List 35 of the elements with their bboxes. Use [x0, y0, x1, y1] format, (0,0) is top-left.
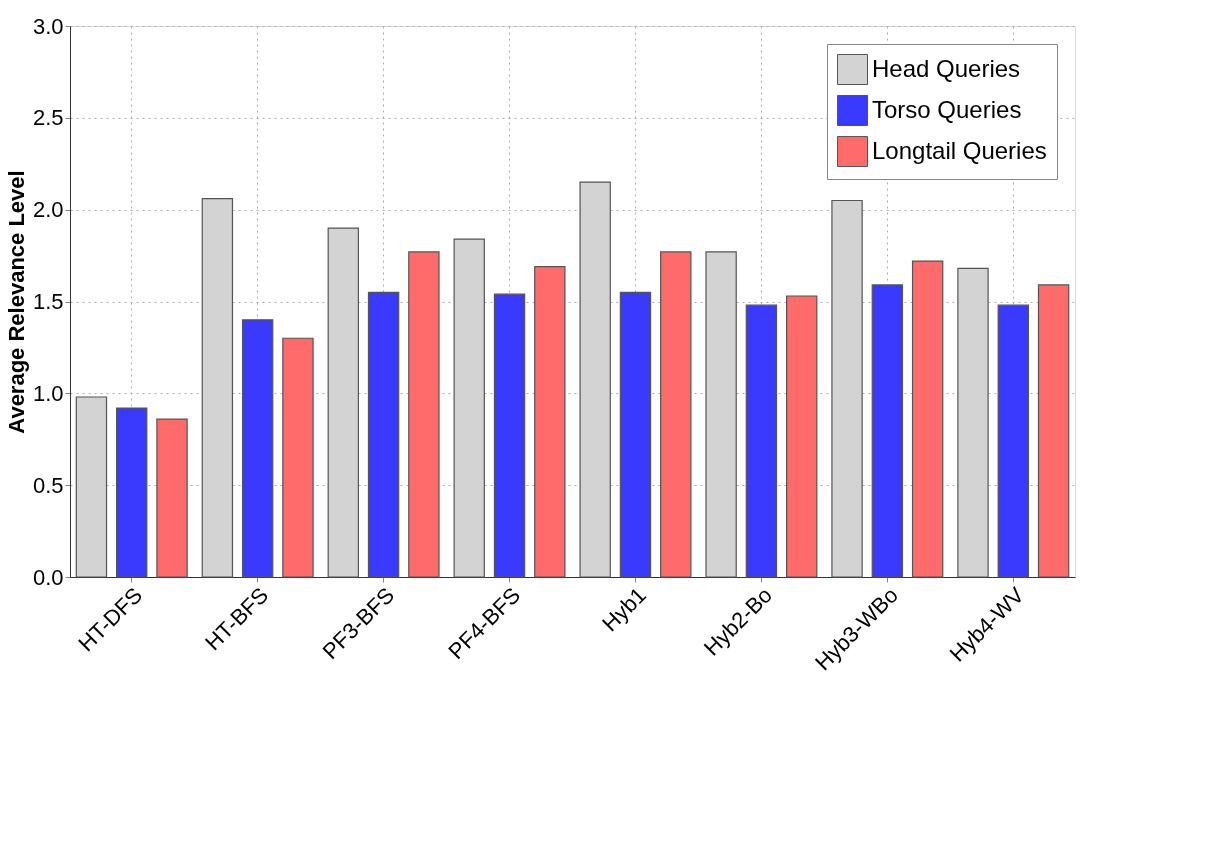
- bar: [660, 251, 692, 578]
- y-tick-label: 1.0: [32, 380, 64, 406]
- bar: [75, 396, 108, 578]
- bar: [493, 293, 526, 578]
- y-tick-label: 1.5: [32, 289, 64, 314]
- bar: [116, 407, 148, 578]
- bar: [745, 304, 778, 578]
- legend-label: Head Queries: [872, 54, 1021, 82]
- bar: [408, 251, 440, 578]
- bar: [911, 260, 944, 578]
- y-tick-label: 2.5: [32, 105, 64, 131]
- bar: [957, 267, 989, 578]
- bar: [367, 291, 400, 578]
- bar: [705, 251, 737, 578]
- bar: [786, 295, 818, 578]
- legend-label: Torso Queries: [872, 95, 1022, 123]
- y-tick-label: 3.0: [32, 13, 64, 39]
- bar: [579, 181, 611, 578]
- bar: [241, 319, 274, 578]
- bar: [1037, 284, 1070, 578]
- y-tick-label: 2.0: [32, 197, 64, 223]
- y-tick-label: 0.0: [32, 564, 64, 590]
- legend-label: Longtail Queries: [872, 136, 1047, 164]
- bar: [534, 266, 566, 578]
- bar: [871, 284, 904, 578]
- bar: [619, 291, 652, 578]
- y-tick-label: 0.5: [32, 472, 64, 498]
- bar: [453, 238, 485, 578]
- y-axis-title: Average Relevance Level: [3, 170, 29, 434]
- bar: [156, 418, 188, 578]
- bar: [201, 198, 234, 578]
- bar: [327, 227, 359, 578]
- bar: [282, 337, 314, 578]
- bar: [997, 304, 1029, 578]
- bar: [831, 199, 863, 578]
